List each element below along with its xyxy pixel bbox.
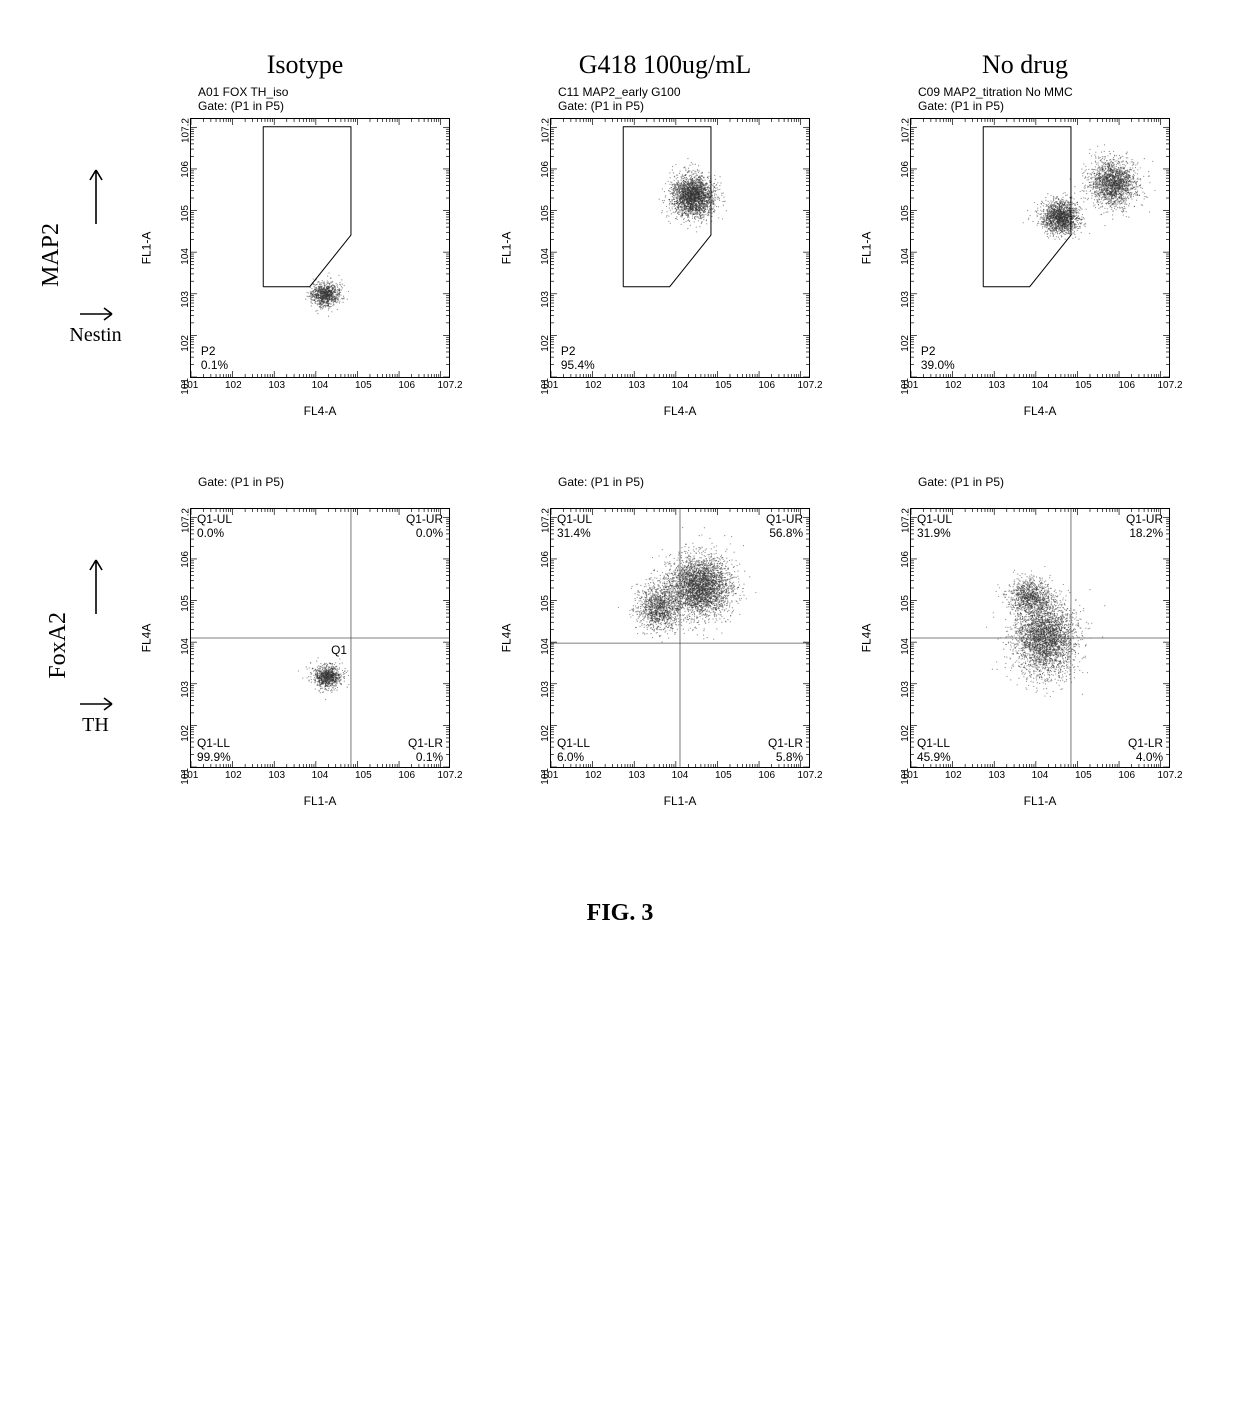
- row2-label: FoxA2 TH: [45, 480, 116, 810]
- figure-caption: FIG. 3: [587, 900, 654, 927]
- col-header-g418: G418 100ug/mL: [500, 50, 830, 80]
- svg-text:0.1%: 0.1%: [201, 358, 229, 372]
- plot-r2c2: Gate: (P1 in P5)Q1-UL31.4%Q1-UR56.8%Q1-L…: [500, 480, 830, 810]
- plot-r1c2: C11 MAP2_early G100Gate: (P1 in P5)P295.…: [500, 90, 830, 420]
- row1-y-text: MAP2: [38, 223, 65, 287]
- row1-label: MAP2 Nestin: [38, 90, 121, 420]
- plot-grid: Isotype G418 100ug/mL No drug MAP2 Nesti…: [50, 40, 1190, 860]
- figure-3: Isotype G418 100ug/mL No drug MAP2 Nesti…: [40, 40, 1200, 927]
- plot-r2c3: Gate: (P1 in P5)Q1-UL31.9%Q1-UR18.2%Q1-L…: [860, 480, 1190, 810]
- svg-text:95.4%: 95.4%: [561, 358, 595, 372]
- row-x-text: Nestin: [69, 324, 121, 347]
- plot-r2c1: Gate: (P1 in P5)Q1-UL0.0%Q1-UR0.0%Q1-LL9…: [140, 480, 470, 810]
- plot-r1c1: A01 FOX TH_isoGate: (P1 in P5)P20.1%1011…: [140, 90, 470, 420]
- row2-y-text: FoxA2: [45, 612, 72, 679]
- col-header-nodrug: No drug: [860, 50, 1190, 80]
- svg-text:P2: P2: [201, 344, 216, 358]
- col-header-isotype: Isotype: [140, 50, 470, 80]
- plot-r1c3: C09 MAP2_titration No MMCGate: (P1 in P5…: [860, 90, 1190, 420]
- row-x-text: TH: [82, 714, 109, 737]
- svg-text:P2: P2: [561, 344, 576, 358]
